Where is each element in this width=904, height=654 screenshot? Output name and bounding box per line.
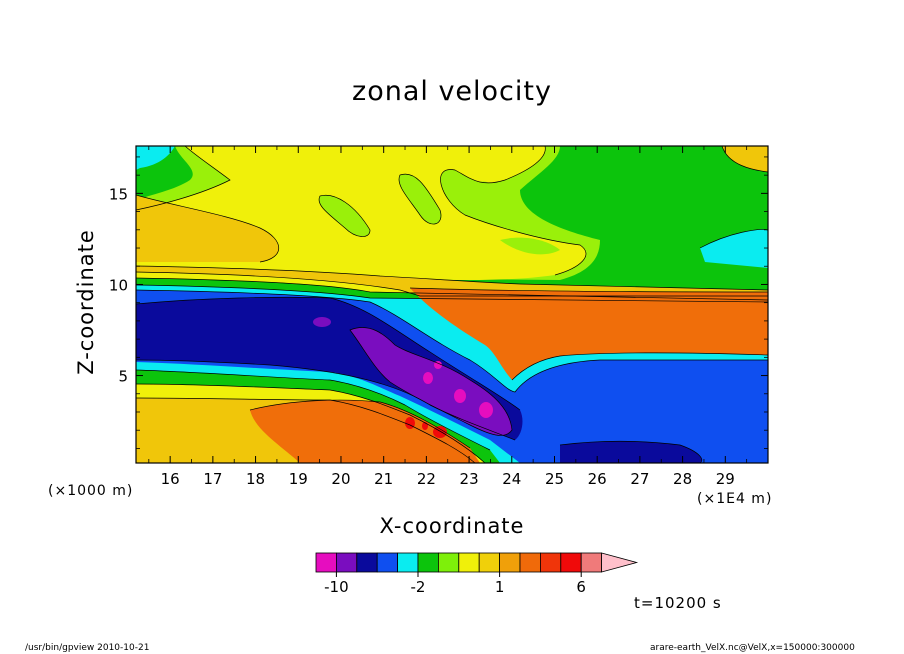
field-magenta-spot-3 <box>479 402 493 418</box>
time-annotation: t=10200 s <box>634 594 722 612</box>
colorbar-swatch <box>499 552 521 573</box>
field-red-spot-1 <box>405 417 415 429</box>
y-axis-label: Z-coordinate <box>74 229 98 375</box>
field-magenta-spot-2 <box>454 389 466 403</box>
field-green-ray-3 <box>480 181 505 227</box>
x-tick-label: 22 <box>417 470 436 488</box>
colorbar: -10 -2 1 6 <box>315 552 639 596</box>
colorbar-tick-label: -2 <box>411 578 426 596</box>
footer-right: arare-earth_VelX.nc@VelX,x=150000:300000 <box>650 643 855 653</box>
x-axis-unit: (×1E4 m) <box>697 491 773 507</box>
colorbar-swatch <box>356 552 378 573</box>
y-axis-unit: (×1000 m) <box>48 483 134 499</box>
y-tick-label: 10 <box>109 276 128 294</box>
x-tick-label: 24 <box>502 470 521 488</box>
colorbar-tick-label: 6 <box>576 578 586 596</box>
x-tick-label: 16 <box>161 470 180 488</box>
field-navy-bottom <box>560 441 702 463</box>
colorbar-swatch <box>540 552 562 573</box>
contour-lines <box>136 146 768 463</box>
field-green-ray-4 <box>500 237 560 255</box>
colorbar-swatch <box>437 552 460 573</box>
x-tick-label: 28 <box>673 470 692 488</box>
x-tick-label: 29 <box>716 470 735 488</box>
x-tick-label: 19 <box>289 470 308 488</box>
y-tick-label: 5 <box>118 368 128 386</box>
x-tick-label: 18 <box>246 470 265 488</box>
field-navy-jet <box>136 297 523 440</box>
field-green-ray-2 <box>319 195 370 237</box>
field-cyan-topleft <box>136 146 175 170</box>
colorbar-swatch <box>458 552 480 573</box>
y-tick-label: 15 <box>109 185 128 203</box>
velocity-field <box>136 146 768 463</box>
x-tick-label: 17 <box>203 470 222 488</box>
colorbar-swatch <box>376 552 399 573</box>
field-magenta-spot-4 <box>434 361 442 369</box>
colorbar-swatch <box>417 552 439 573</box>
y-axis-ticks: 5 10 15 <box>109 156 768 449</box>
field-orange-upper-right <box>410 288 768 380</box>
field-red-spot-3 <box>422 422 428 430</box>
field-purple-spot <box>313 317 331 327</box>
colorbar-swatch <box>519 552 541 573</box>
colorbar-swatch <box>335 552 358 573</box>
x-axis-label: X-coordinate <box>379 514 525 538</box>
footer-left: /usr/bin/gpview 2010-10-21 <box>25 643 150 653</box>
colorbar-swatch <box>315 552 337 573</box>
field-gold-upper-left <box>136 195 279 262</box>
field-green-ray-1 <box>399 174 441 225</box>
x-axis-ticks: 16 17 18 19 20 21 22 23 24 25 26 27 28 29 <box>148 146 748 488</box>
plot-frame <box>135 145 769 464</box>
field-orange-lower <box>250 400 480 463</box>
x-tick-label: 26 <box>588 470 607 488</box>
x-tick-label: 25 <box>545 470 564 488</box>
colorbar-swatch <box>397 552 419 573</box>
colorbar-swatch <box>560 552 582 573</box>
x-tick-label: 27 <box>630 470 649 488</box>
x-tick-label: 20 <box>331 470 350 488</box>
x-tick-label: 21 <box>374 470 393 488</box>
field-cyan-right <box>700 229 768 268</box>
colorbar-tick-label: 1 <box>495 578 505 596</box>
chart-title: zonal velocity <box>352 76 552 107</box>
colorbar-swatch <box>580 552 603 573</box>
colorbar-swatch <box>478 552 501 573</box>
colorbar-extension-arrow <box>601 552 639 573</box>
field-magenta-spot-1 <box>423 372 433 384</box>
x-tick-label: 23 <box>460 470 479 488</box>
field-gold-topright <box>722 146 768 172</box>
colorbar-tick-label: -10 <box>324 578 349 596</box>
